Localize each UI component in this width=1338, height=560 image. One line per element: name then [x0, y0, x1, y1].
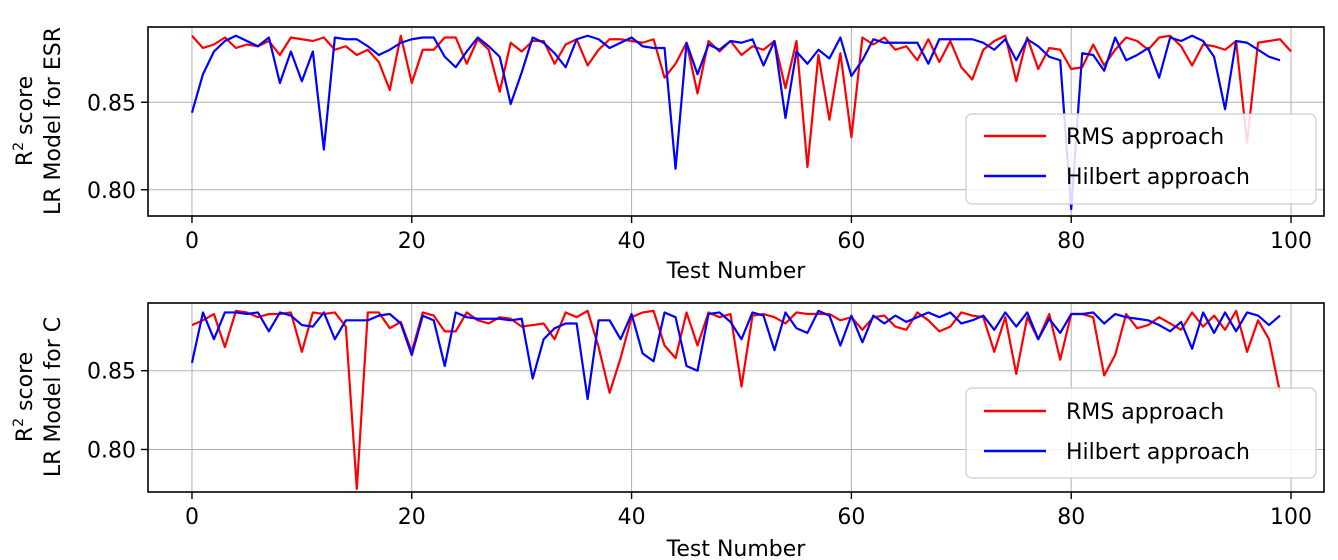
y-ticks: 0.80 0.85	[87, 360, 148, 463]
y-axis-label-line2: LR Model for ESR	[41, 27, 66, 215]
x-axis-label: Test Number	[666, 259, 807, 284]
plot-frame	[147, 26, 1325, 217]
legend-label-rms: RMS approach	[1066, 400, 1224, 425]
x-tick-label: 0	[185, 505, 199, 530]
legend: RMS approach Hilbert approach	[965, 387, 1317, 479]
x-tick-label: 80	[1057, 505, 1085, 530]
series-line-hilbert	[190, 34, 1281, 211]
legend: RMS approach Hilbert approach	[965, 113, 1317, 205]
x-tick-label: 100	[1270, 229, 1312, 254]
y-axis-label-r: R	[13, 427, 38, 442]
x-tick-label: 40	[618, 505, 646, 530]
y-tick-label: 0.85	[87, 91, 136, 116]
y-tick-label: 0.80	[87, 438, 136, 463]
legend-label-rms: RMS approach	[1066, 125, 1224, 150]
series-lines	[190, 34, 1292, 211]
y-axis-label-r: R	[13, 151, 38, 166]
series-line-rms	[191, 309, 1282, 490]
chart-c: 0 20 40 60 80 100 0.80 0.85 Test Number R2 sco…	[11, 302, 1325, 560]
legend-box	[965, 387, 1317, 479]
y-ticks: 0.80 0.85	[87, 91, 148, 204]
x-tick-label: 80	[1057, 229, 1085, 254]
y-tick-label: 0.80	[87, 179, 136, 204]
x-axis-label: Test Number	[666, 537, 807, 560]
y-tick-label: 0.85	[87, 360, 136, 385]
y-axis-label-sup: 2	[11, 142, 27, 151]
x-tick-label: 20	[398, 505, 426, 530]
x-ticks: 0 20 40 60 80 100	[185, 492, 1312, 530]
x-tick-label: 40	[618, 229, 646, 254]
x-tick-label: 20	[398, 229, 426, 254]
y-axis-label-score: score	[13, 352, 38, 418]
plot-frame	[147, 302, 1325, 493]
x-tick-label: 60	[837, 505, 865, 530]
chart-esr: 0 20 40 60 80 100 0.80 0.85 Test Number R2 sco…	[11, 26, 1325, 284]
y-axis-label-line1: R2 score	[11, 352, 38, 442]
series-line-hilbert	[190, 309, 1281, 401]
x-tick-label: 100	[1270, 505, 1312, 530]
legend-label-hilbert: Hilbert approach	[1066, 165, 1250, 190]
x-ticks: 0 20 40 60 80 100	[185, 216, 1312, 254]
y-axis-label-sup: 2	[11, 418, 27, 427]
y-axis-label-score: score	[13, 76, 38, 142]
legend-box	[965, 113, 1317, 205]
series-lines	[190, 309, 1282, 490]
legend-label-hilbert: Hilbert approach	[1066, 440, 1250, 465]
y-axis-label-line1: R2 score	[11, 76, 38, 166]
x-tick-label: 0	[185, 229, 199, 254]
y-axis-label-line2: LR Model for C	[41, 317, 66, 477]
x-tick-label: 60	[837, 229, 865, 254]
